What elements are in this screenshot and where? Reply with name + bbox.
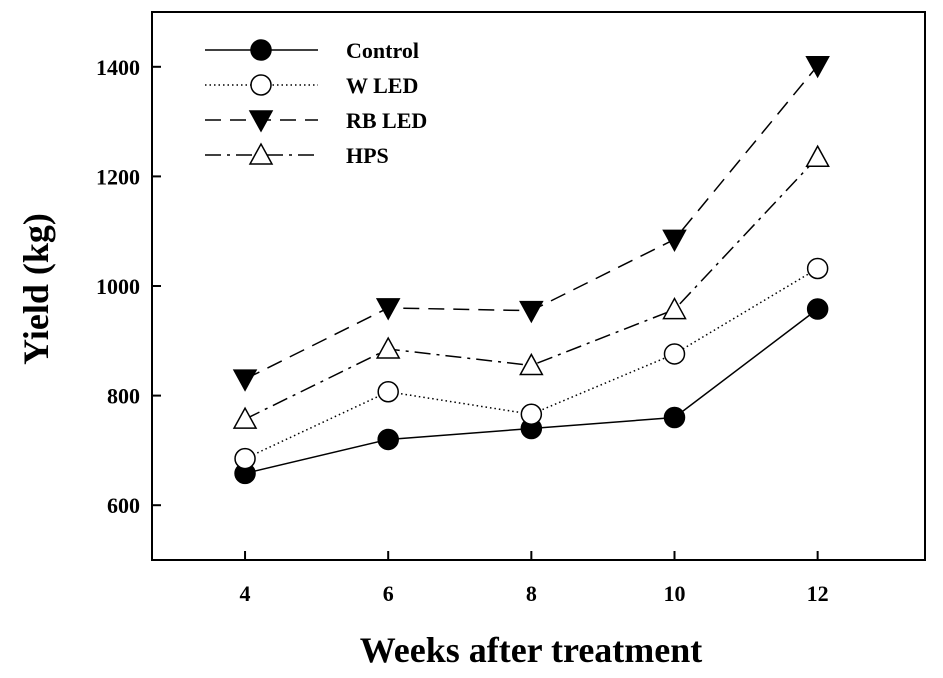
x-tick-label: 4 bbox=[240, 581, 251, 606]
y-axis-title: Yield (kg) bbox=[16, 213, 56, 365]
legend-label-hps: HPS bbox=[346, 143, 389, 168]
data-point-rb-led bbox=[232, 369, 258, 392]
legend-marker-hps bbox=[248, 142, 274, 165]
data-point-rb-led bbox=[519, 300, 544, 324]
data-point-w-led bbox=[806, 257, 829, 280]
legend-marker-w-led bbox=[250, 74, 272, 96]
y-tick-label: 1000 bbox=[96, 274, 140, 299]
x-tick-label: 8 bbox=[526, 581, 537, 606]
series-line-control bbox=[244, 308, 819, 475]
data-point-control bbox=[663, 406, 686, 429]
series-hps bbox=[232, 144, 830, 429]
data-point-hps bbox=[519, 352, 544, 376]
data-point-rb-led bbox=[662, 229, 687, 252]
legend-marker-control bbox=[250, 39, 272, 61]
legend-label-rb-led: RB LED bbox=[346, 108, 427, 133]
data-point-w-led bbox=[520, 403, 543, 425]
data-point-hps bbox=[805, 144, 830, 167]
legend-label-control: Control bbox=[346, 38, 419, 63]
legend-entry-w-led: W LED bbox=[205, 73, 418, 98]
series-control bbox=[234, 298, 829, 485]
x-tick-label: 12 bbox=[807, 581, 829, 606]
data-point-w-led bbox=[377, 381, 399, 403]
data-point-control bbox=[806, 298, 829, 320]
data-point-w-led bbox=[663, 343, 686, 365]
y-tick-label: 1400 bbox=[96, 55, 140, 80]
data-point-w-led bbox=[234, 447, 256, 470]
data-point-hps bbox=[662, 297, 687, 320]
data-point-hps bbox=[375, 336, 401, 359]
data-point-rb-led bbox=[805, 55, 830, 79]
x-axis-title: Weeks after treatment bbox=[360, 630, 703, 670]
series-line-hps bbox=[244, 156, 819, 420]
plot-frame bbox=[151, 11, 926, 561]
x-tick-label: 6 bbox=[383, 581, 394, 606]
x-tick-label: 10 bbox=[663, 581, 685, 606]
legend-marker-rb-led bbox=[248, 110, 274, 133]
legend-entry-hps: HPS bbox=[205, 142, 389, 168]
series-w-led bbox=[234, 257, 829, 470]
ticks-layer: 4 6 8 10 12 600 800 1000 1200 1400 bbox=[96, 55, 829, 606]
series-layer bbox=[232, 55, 830, 485]
legend: Control W LED RB LED HPS bbox=[205, 38, 427, 168]
y-tick-label: 1200 bbox=[96, 164, 140, 189]
legend-entry-control: Control bbox=[205, 38, 419, 63]
series-rb-led bbox=[232, 55, 830, 392]
series-line-rb-led bbox=[244, 65, 819, 380]
data-point-hps bbox=[232, 406, 258, 429]
legend-entry-rb-led: RB LED bbox=[205, 108, 427, 133]
y-tick-label: 600 bbox=[107, 493, 140, 518]
legend-label-w-led: W LED bbox=[346, 73, 418, 98]
y-tick-label: 800 bbox=[107, 384, 140, 409]
data-point-control bbox=[377, 428, 399, 451]
data-point-rb-led bbox=[375, 298, 401, 321]
